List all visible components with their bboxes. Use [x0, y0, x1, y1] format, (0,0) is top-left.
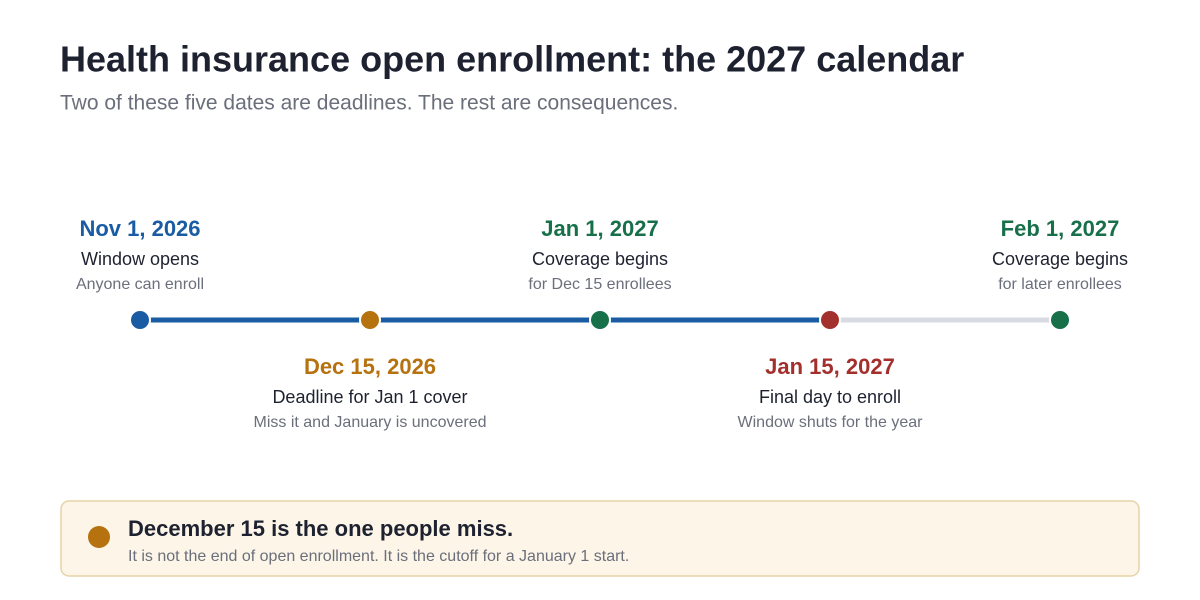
event-date: Dec 15, 2026	[304, 354, 436, 379]
event-label: Coverage begins	[992, 249, 1128, 269]
event-dot	[1049, 309, 1071, 331]
event-dot	[129, 309, 151, 331]
event-dot	[589, 309, 611, 331]
callout-box	[60, 500, 1140, 577]
timeline: Nov 1, 2026 Window opens Anyone can enroll…	[76, 216, 1128, 431]
event-note: Miss it and January is uncovered	[254, 414, 487, 431]
event-date: Jan 15, 2027	[765, 354, 895, 379]
event-note: for Dec 15 enrollees	[528, 276, 671, 293]
event-dot	[359, 309, 381, 331]
event-dot	[819, 309, 841, 331]
callout-title: December 15 is the one people miss.	[128, 516, 513, 541]
event-label: Deadline for Jan 1 cover	[272, 387, 467, 407]
title: Health insurance open enrollment: the 20…	[60, 39, 964, 80]
event-date: Nov 1, 2026	[79, 216, 200, 241]
event-note: Window shuts for the year	[738, 414, 924, 431]
callout-dot	[88, 526, 110, 548]
event-note: for later enrollees	[998, 276, 1122, 293]
event-label: Window opens	[81, 249, 199, 269]
event-note: Anyone can enroll	[76, 276, 204, 293]
event-label: Coverage begins	[532, 249, 668, 269]
event-label: Final day to enroll	[759, 387, 901, 407]
subtitle: Two of these five dates are deadlines. T…	[60, 92, 678, 115]
event-date: Feb 1, 2027	[1001, 216, 1120, 241]
event-date: Jan 1, 2027	[541, 216, 658, 241]
callout-text: It is not the end of open enrollment. It…	[128, 548, 629, 565]
